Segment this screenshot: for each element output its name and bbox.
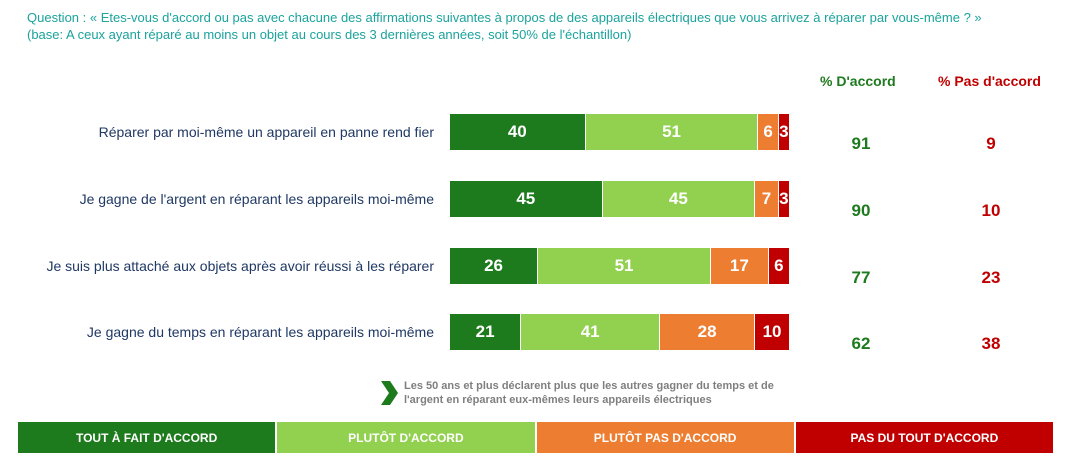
bar-segment: 3 [778, 181, 789, 217]
total-disagree-value: 23 [981, 268, 1001, 287]
chevron-right-icon [381, 381, 398, 405]
legend-item: PLUTÔT PAS D'ACCORD [536, 422, 796, 453]
legend-item: PAS DU TOUT D'ACCORD [795, 422, 1053, 453]
legend-item: PLUTÔT D'ACCORD [277, 422, 537, 453]
total-agree-value: 91 [851, 134, 871, 153]
bar-segment: 17 [711, 248, 769, 284]
bar-segment: 51 [585, 114, 759, 150]
total-agree-value: 77 [851, 268, 871, 287]
row-label: Je suis plus attaché aux objets après av… [46, 258, 434, 274]
bar-segment: 10 [755, 314, 789, 350]
total-agree-value: 62 [851, 334, 871, 353]
stacked-bar: 26 51 17 6 [450, 248, 789, 284]
bar-segment: 45 [450, 181, 603, 217]
chart-legend: TOUT À FAIT D'ACCORD PLUTÔT D'ACCORD PLUTÔ… [18, 422, 1053, 453]
legend-item: TOUT À FAIT D'ACCORD [18, 422, 278, 453]
column-header-disagree: % Pas d'accord [938, 73, 1041, 89]
bar-segment: 28 [660, 314, 756, 350]
bar-segment: 40 [450, 114, 586, 150]
question-base: (base: A ceux ayant réparé au moins un o… [27, 27, 632, 42]
stacked-bar: 45 45 7 3 [450, 181, 789, 217]
bar-segment: 45 [602, 181, 756, 217]
bar-segment: 6 [758, 114, 779, 150]
total-disagree-value: 9 [986, 134, 996, 153]
question-line: Question : « Etes-vous d'accord ou pas a… [27, 10, 982, 25]
total-disagree-value: 10 [981, 201, 1001, 220]
bar-segment: 3 [778, 114, 789, 150]
bar-segment: 41 [521, 314, 661, 350]
row-label: Réparer par moi-même un appareil en pann… [98, 124, 434, 140]
question-text: Question : « Etes-vous d'accord ou pas a… [27, 9, 1057, 43]
bar-segment: 6 [768, 248, 789, 284]
bar-segment: 51 [538, 248, 711, 284]
bar-segment: 21 [450, 314, 522, 350]
bar-segment: 26 [450, 248, 539, 284]
row-label: Je gagne de l'argent en réparant les app… [79, 191, 434, 207]
insight-note-text: Les 50 ans et plus déclarent plus que le… [404, 380, 774, 406]
row-label: Je gagne du temps en réparant les appare… [86, 324, 434, 340]
insight-note: Les 50 ans et plus déclarent plus que le… [378, 379, 798, 407]
stacked-bar: 40 51 6 3 [450, 114, 789, 150]
bar-segment: 7 [755, 181, 779, 217]
stacked-bar: 21 41 28 10 [450, 314, 789, 350]
column-header-agree: % D'accord [820, 73, 896, 89]
total-agree-value: 90 [851, 201, 871, 220]
total-disagree-value: 38 [981, 334, 1001, 353]
